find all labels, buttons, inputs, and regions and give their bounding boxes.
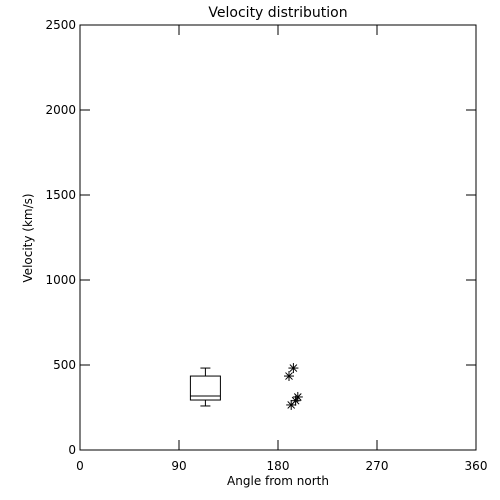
x-tick-label: 90 bbox=[171, 459, 186, 473]
y-tick-label: 1500 bbox=[45, 188, 76, 202]
star-stroke bbox=[287, 401, 296, 409]
y-axis-label: Velocity (km/s) bbox=[21, 193, 35, 282]
y-tick-label: 2500 bbox=[45, 18, 76, 32]
chart-title: Velocity distribution bbox=[208, 5, 347, 21]
x-tick-label: 360 bbox=[465, 459, 488, 473]
x-tick-label: 0 bbox=[76, 459, 84, 473]
star-point bbox=[286, 399, 297, 410]
y-tick-label: 2000 bbox=[45, 103, 76, 117]
star-stroke bbox=[289, 364, 298, 372]
plot-frame bbox=[79, 24, 477, 451]
x-tick-label: 180 bbox=[267, 459, 290, 473]
x-axis-label: Angle from north bbox=[227, 474, 329, 488]
x-tick-label: 270 bbox=[366, 459, 389, 473]
star-point bbox=[284, 371, 294, 382]
y-tick-label: 500 bbox=[53, 358, 76, 372]
star-point bbox=[288, 363, 299, 374]
y-tick-label: 1000 bbox=[45, 273, 76, 287]
y-tick-label: 0 bbox=[68, 443, 76, 457]
star-stroke bbox=[285, 372, 293, 380]
